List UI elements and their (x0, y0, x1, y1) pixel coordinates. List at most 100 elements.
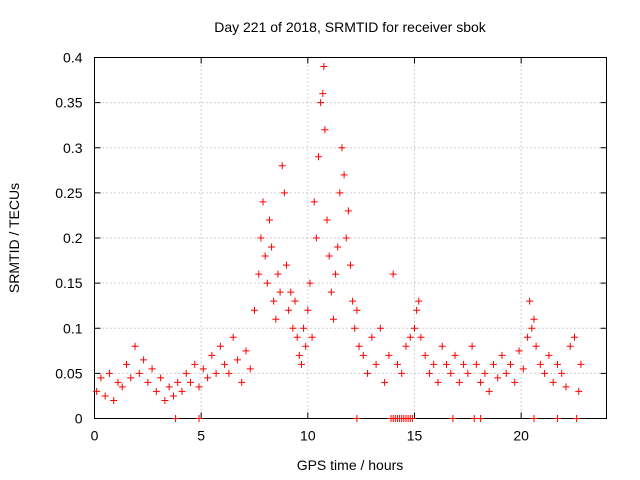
y-tick-label: 0.3 (63, 140, 83, 156)
data-point (558, 369, 566, 377)
data-point (340, 171, 348, 179)
x-axis-label: GPS time / hours (297, 457, 404, 473)
data-point (261, 252, 269, 260)
data-point (238, 378, 246, 386)
data-point (321, 126, 329, 134)
data-point (398, 369, 406, 377)
data-point (530, 415, 538, 422)
data-point (204, 374, 212, 382)
data-point (372, 360, 380, 368)
data-point (105, 369, 113, 377)
data-point (276, 288, 284, 296)
data-point (524, 333, 532, 341)
data-point (233, 356, 241, 364)
data-point (477, 378, 485, 386)
data-point (334, 243, 342, 251)
y-tick-label: 0.35 (55, 95, 82, 111)
x-tick-label: 15 (407, 428, 423, 444)
data-point (208, 351, 216, 359)
data-point (502, 369, 510, 377)
data-point (265, 216, 273, 224)
grid (94, 57, 607, 419)
data-point (329, 315, 337, 323)
y-tick-label: 0.4 (63, 50, 83, 66)
data-point (353, 306, 361, 314)
data-point (402, 342, 410, 350)
data-point (415, 297, 423, 305)
data-point (532, 342, 540, 350)
data-point (274, 270, 282, 278)
data-point (263, 279, 271, 287)
data-point (97, 374, 105, 382)
data-point (312, 234, 320, 242)
data-point (393, 360, 401, 368)
data-point (385, 351, 393, 359)
data-point (110, 396, 118, 404)
data-point (344, 207, 352, 215)
data-point (93, 387, 101, 395)
data-point (259, 198, 267, 206)
data-point (216, 342, 224, 350)
data-point (272, 315, 280, 323)
data-point (434, 378, 442, 386)
y-tick-label: 0.1 (63, 320, 83, 336)
data-point (140, 356, 148, 364)
data-point (566, 342, 574, 350)
data-point (174, 378, 182, 386)
data-point (225, 369, 233, 377)
data-point (251, 306, 258, 314)
data-point (268, 243, 276, 251)
y-tick-label: 0 (75, 411, 83, 427)
data-point (408, 415, 416, 422)
data-point (187, 378, 194, 386)
data-point (364, 369, 372, 377)
data-point (161, 396, 169, 404)
data-point (327, 288, 335, 296)
data-point (101, 392, 109, 400)
y-axis-label: SRMTID / TECUs (6, 183, 22, 293)
data-point (332, 270, 340, 278)
data-point (114, 378, 122, 386)
x-tick-label: 10 (300, 428, 316, 444)
data-point (376, 324, 384, 332)
data-point (287, 288, 295, 296)
y-tick-label: 0.2 (63, 230, 83, 246)
data-point (315, 153, 322, 161)
data-point (477, 415, 485, 422)
data-point (541, 369, 549, 377)
data-point (135, 369, 143, 377)
y-tick-label: 0.15 (55, 275, 82, 291)
data-point (417, 333, 425, 341)
data-point (304, 306, 312, 314)
data-point (152, 387, 160, 395)
chart-title: Day 221 of 2018, SRMTID for receiver sbo… (214, 19, 487, 35)
data-point (519, 365, 527, 373)
data-point (270, 297, 278, 305)
data-point (481, 369, 489, 377)
data-point (131, 342, 139, 350)
data-point (212, 369, 220, 377)
data-point (553, 360, 561, 368)
data-point (300, 324, 308, 332)
data-point (280, 189, 288, 197)
data-point (295, 351, 303, 359)
data-point (293, 333, 301, 341)
data-point (355, 342, 363, 350)
data-point (191, 360, 199, 368)
data-point (349, 297, 357, 305)
data-point (338, 144, 346, 152)
data-point (165, 383, 173, 391)
y-tick-label: 0.05 (55, 365, 82, 381)
data-point (302, 342, 310, 350)
data-point (451, 351, 459, 359)
data-point (278, 162, 286, 170)
data-point (411, 324, 418, 332)
data-point (507, 360, 514, 368)
data-point (485, 387, 493, 395)
data-point (359, 351, 367, 359)
data-point (468, 342, 476, 350)
data-point (283, 261, 290, 269)
data-point (257, 234, 265, 242)
data-point (242, 347, 250, 355)
data-point (575, 387, 583, 395)
